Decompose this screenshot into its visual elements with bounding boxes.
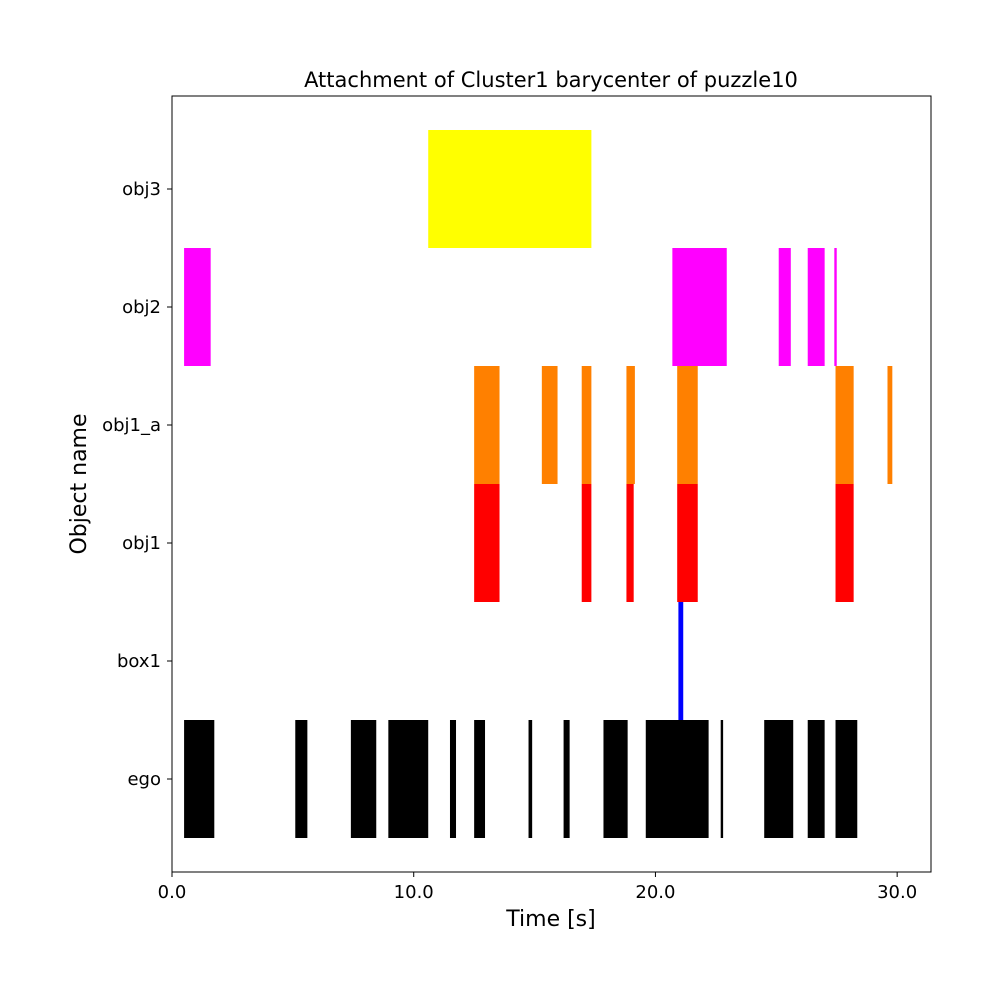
bar-ego xyxy=(764,720,794,838)
bar-obj1 xyxy=(474,484,500,602)
bar-ego xyxy=(388,720,429,838)
chart-title: Attachment of Cluster1 barycenter of puz… xyxy=(304,68,798,92)
bar-ego xyxy=(835,720,858,838)
bar-obj1_a xyxy=(474,366,500,484)
bar-ego xyxy=(350,720,377,838)
bar-ego xyxy=(720,720,724,838)
bar-obj1_a xyxy=(541,366,558,484)
x-axis-label: Time [s] xyxy=(505,907,595,932)
x-axis: 0.0 10.0 20.0 30.0 xyxy=(158,872,917,903)
bar-obj1_a xyxy=(835,366,854,484)
bar-obj1 xyxy=(581,484,592,602)
bar-ego xyxy=(184,720,215,838)
bar-obj2 xyxy=(184,248,211,366)
y-tick-label: obj1_a xyxy=(102,415,161,436)
x-tick-label: 0.0 xyxy=(158,882,187,903)
bar-ego xyxy=(449,720,457,838)
bar-obj1 xyxy=(626,484,634,602)
bar-ego xyxy=(528,720,533,838)
bar-obj1 xyxy=(835,484,854,602)
bar-ego xyxy=(474,720,486,838)
bar-obj2 xyxy=(807,248,825,366)
y-tick-label: obj1 xyxy=(122,533,161,554)
y-tick-label: obj3 xyxy=(122,179,161,200)
bar-obj2 xyxy=(778,248,791,366)
y-tick-label: obj2 xyxy=(122,297,161,318)
bar-obj1_a xyxy=(581,366,592,484)
y-tick-label: ego xyxy=(127,769,161,790)
bar-obj1_a xyxy=(677,366,698,484)
x-tick-label: 20.0 xyxy=(635,882,675,903)
bar-obj3 xyxy=(428,130,592,248)
bar-obj1_a xyxy=(626,366,635,484)
bar-obj2 xyxy=(834,248,837,366)
bar-obj1_a xyxy=(887,366,893,484)
bars-layer xyxy=(184,130,893,838)
y-axis: ego box1 obj1 obj1_a obj2 obj3 xyxy=(102,179,172,790)
bar-ego xyxy=(295,720,308,838)
x-tick-label: 30.0 xyxy=(877,882,917,903)
bar-ego xyxy=(563,720,570,838)
plot-frame xyxy=(171,95,932,873)
bar-obj1 xyxy=(677,484,698,602)
bar-ego xyxy=(807,720,825,838)
bar-box1 xyxy=(678,602,684,720)
y-tick-label: box1 xyxy=(117,651,161,672)
y-axis-label: Object name xyxy=(67,413,92,554)
bar-ego xyxy=(603,720,628,838)
bar-ego xyxy=(645,720,709,838)
bar-obj2 xyxy=(672,248,727,366)
x-tick-label: 10.0 xyxy=(394,882,434,903)
